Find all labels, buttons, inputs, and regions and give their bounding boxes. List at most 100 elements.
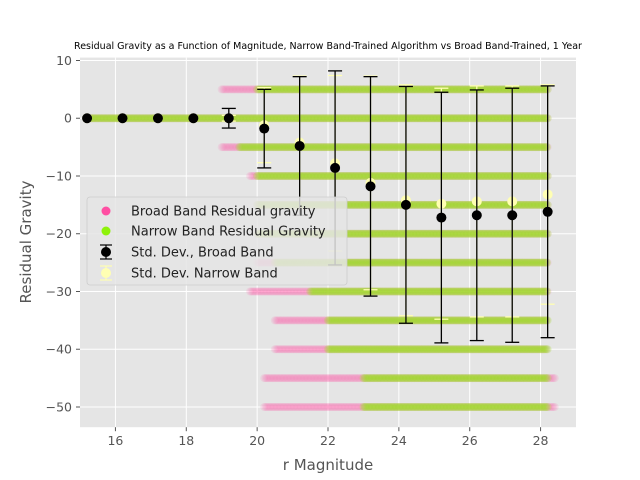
broad-band-point [526,85,535,94]
broad-band-point [499,85,508,94]
broad-band-point [328,171,337,180]
broad-band-point [271,114,280,123]
broad-band-point [515,143,524,152]
broad-band-point [315,143,324,152]
broad-band-point [206,114,215,123]
broad-band-point [353,114,362,123]
broad-band-point [254,171,263,180]
broad-band-points [83,85,559,411]
broad-band-point [389,114,398,123]
broad-band-point [482,85,491,94]
broad-band-point [170,114,179,123]
broad-band-point [389,143,398,152]
broad-band-point [132,114,141,123]
broad-band-point [537,114,546,123]
broad-band-point [314,85,323,94]
broad-band-point [349,171,358,180]
broad-band-point [396,171,405,180]
broad-band-point [275,85,284,94]
broad-band-point [350,85,359,94]
broad-band-point [379,114,388,123]
broad-band-point [233,114,242,123]
broad-band-point [376,171,385,180]
broad-band-point [247,85,256,94]
broad-band-point [424,114,433,123]
broad-band-point [343,143,352,152]
broad-band-point [491,114,500,123]
broad-band-point [516,85,525,94]
broad-band-point [324,171,332,180]
broad-band-point [268,171,277,180]
broad-band-point [387,85,396,94]
broad-band-point [102,114,111,123]
broad-band-point [359,171,368,180]
broad-band-point [410,114,419,123]
broad-band-point [335,171,344,180]
broad-band-point [512,143,521,152]
broad-band-point [288,85,297,94]
broad-band-point [298,85,307,94]
broad-band-point [447,143,456,152]
broad-band-point [382,143,391,152]
broad-band-point [478,114,487,123]
broad-band-point [444,143,453,152]
broad-band-point [271,143,280,152]
broad-band-point [384,171,393,180]
broad-band-point [253,114,262,123]
broad-band-point [414,171,423,180]
broad-band-point [440,85,449,94]
broad-band-point [528,85,537,94]
broad-band-point [105,114,114,123]
broad-band-point [243,114,252,123]
broad-band-point [441,171,450,180]
broad-band-point [301,114,310,123]
broad-band-point [450,143,459,152]
broad-band-point [528,114,537,123]
broad-band-point [394,85,403,94]
broad-band-point [461,85,470,94]
broad-band-point [224,85,233,94]
broad-band-point [383,114,392,123]
broad-band-point [443,85,452,94]
broad-band-point [530,143,539,152]
broad-band-point [304,114,313,123]
broad-band-point [324,85,332,94]
broad-band-point [304,143,313,152]
broad-band-point [356,143,365,152]
broad-band-point [511,171,520,180]
broad-band-point [424,85,433,94]
broad-band-point [413,143,422,152]
broad-band-point [423,171,432,180]
broad-band-point [282,85,291,94]
broad-band-point [346,85,355,94]
broad-band-point [209,114,218,123]
broad-band-point [278,171,287,180]
broad-band-point [129,114,138,123]
broad-band-point [326,171,335,180]
broad-band-point [431,171,440,180]
broad-band-point [457,143,466,152]
broad-band-point [426,143,435,152]
broad-band-point [377,114,386,123]
broad-band-point [489,171,498,180]
broad-band-point [229,143,238,152]
broad-band-point [492,143,501,152]
broad-band-point [501,143,510,152]
broad-band-point [369,114,378,123]
broad-band-point [134,114,143,123]
broad-band-point [285,143,294,152]
broad-band-point [386,171,395,180]
broad-band-point [475,171,484,180]
broad-band-point [257,171,266,180]
broad-band-point [411,85,420,94]
broad-band-point [350,171,359,180]
broad-band-point [321,114,330,123]
broad-band-point [513,143,522,152]
broad-band-point [452,114,461,123]
broad-band-point [462,114,471,123]
broad-band-point [238,85,247,94]
broad-band-point [359,85,368,94]
broad-band-point [265,143,274,152]
broad-band-point [491,171,500,180]
broad-band-point [520,114,529,123]
